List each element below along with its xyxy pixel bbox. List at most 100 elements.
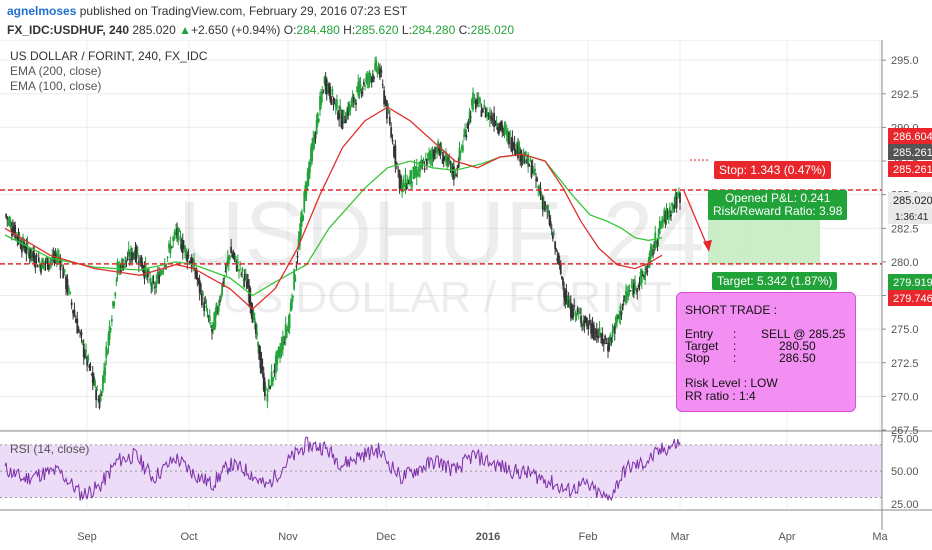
candle-body-572 bbox=[674, 193, 677, 206]
tag-last-price-text: 285.020 bbox=[893, 195, 932, 207]
short-trade-note[interactable]: SHORT TRADE : Entry: SELL @ 285.25 Target… bbox=[676, 292, 856, 412]
candle-body-244 bbox=[292, 296, 294, 298]
candle-body-551 bbox=[650, 245, 653, 251]
candle-body-388 bbox=[458, 147, 461, 159]
candle-body-475 bbox=[560, 276, 563, 279]
candle-body-356 bbox=[422, 159, 425, 164]
target-annotation[interactable]: Target: 5.342 (1.87%) bbox=[712, 272, 838, 290]
candle-body-198 bbox=[235, 264, 238, 272]
close-value: 285.020 bbox=[470, 23, 515, 37]
open-value: 284.480 bbox=[296, 23, 340, 37]
candle-body-401 bbox=[473, 96, 476, 99]
candle-body-411 bbox=[487, 114, 490, 117]
stop-annotation[interactable]: Stop: 1.343 (0.47%) bbox=[714, 161, 831, 179]
candle-body-361 bbox=[428, 152, 431, 161]
chart-canvas[interactable]: USDHUF, 240 US DOLLAR / FORINT 267.5 270.… bbox=[0, 40, 932, 550]
candle-body-221 bbox=[261, 366, 264, 370]
candle-body-278 bbox=[330, 96, 333, 105]
candle-body-309 bbox=[365, 77, 368, 82]
candle-body-357 bbox=[423, 168, 426, 170]
candle-body-480 bbox=[566, 301, 569, 304]
candle-body-10 bbox=[15, 233, 18, 235]
candle-body-458 bbox=[541, 196, 544, 210]
candle-body-116 bbox=[139, 257, 141, 264]
ema200-legend[interactable]: EMA (200, close) bbox=[10, 64, 102, 78]
candle-body-230 bbox=[273, 369, 276, 373]
candle-body-367 bbox=[434, 148, 437, 150]
candle-body-512 bbox=[607, 345, 609, 352]
candle-body-402 bbox=[474, 100, 477, 109]
watermark-symbol: USDHUF, 240 bbox=[178, 183, 756, 285]
candle-body-546 bbox=[645, 268, 648, 270]
candle-body-5 bbox=[9, 221, 12, 227]
candle-body-391 bbox=[461, 145, 464, 152]
candle-body-75 bbox=[92, 376, 95, 386]
candle-body-393 bbox=[464, 130, 467, 137]
candle-body-149 bbox=[180, 244, 183, 252]
candle-body-274 bbox=[325, 79, 328, 95]
candle-body-347 bbox=[412, 167, 415, 179]
ema-lines bbox=[4, 106, 663, 310]
x-tick-label-5: Feb bbox=[579, 531, 598, 543]
y-tick-label-3: 275.0 bbox=[891, 324, 919, 336]
candle-body-120 bbox=[143, 266, 146, 279]
candle-body-384 bbox=[454, 169, 456, 176]
candle-body-45 bbox=[54, 253, 57, 258]
candle-body-459 bbox=[542, 204, 545, 206]
candle-body-329 bbox=[390, 127, 393, 138]
candle-body-18 bbox=[24, 249, 27, 253]
candle-body-136 bbox=[163, 263, 166, 269]
candle-body-225 bbox=[266, 393, 269, 402]
candle-body-21 bbox=[27, 250, 30, 256]
target-row: Target:280.50 bbox=[685, 339, 816, 353]
x-tick-label-0: Sep bbox=[77, 531, 97, 543]
candle-body-447 bbox=[529, 159, 532, 162]
candle-body-215 bbox=[254, 323, 257, 334]
candle-body-400 bbox=[472, 92, 474, 110]
candle-body-567 bbox=[668, 207, 671, 215]
author-link[interactable]: agnelmoses bbox=[7, 4, 77, 18]
rsi-legend[interactable]: RSI (14, close) bbox=[10, 442, 90, 456]
candle-body-261 bbox=[311, 144, 314, 162]
ema100-legend[interactable]: EMA (100, close) bbox=[10, 79, 102, 93]
candle-body-297 bbox=[351, 95, 354, 102]
candle-body-62 bbox=[77, 328, 80, 332]
candle-body-531 bbox=[628, 289, 631, 293]
opened-pnl-text: Opened P&L: 0.241 bbox=[724, 191, 831, 205]
candle-body-363 bbox=[430, 153, 433, 158]
candle-body-82 bbox=[100, 394, 103, 396]
candle-body-489 bbox=[576, 308, 579, 312]
candle-body-369 bbox=[437, 141, 440, 153]
candle-body-530 bbox=[627, 291, 630, 297]
candle-body-90 bbox=[109, 328, 112, 331]
candle-body-535 bbox=[632, 283, 635, 295]
candle-body-74 bbox=[91, 372, 94, 383]
x-tick-label-6: Mar bbox=[671, 531, 690, 543]
candle-body-371 bbox=[439, 148, 442, 156]
candle-body-490 bbox=[577, 311, 580, 314]
candle-body-101 bbox=[122, 264, 125, 271]
candle-body-468 bbox=[553, 233, 555, 235]
candle-body-44 bbox=[53, 256, 56, 259]
candle-body-427 bbox=[506, 131, 509, 141]
candle-body-56 bbox=[69, 292, 72, 294]
candle-body-184 bbox=[220, 296, 222, 300]
candle-body-209 bbox=[248, 285, 251, 303]
candle-body-220 bbox=[260, 357, 263, 372]
candle-body-238 bbox=[284, 323, 287, 340]
up-arrow-icon: ▲ bbox=[179, 23, 191, 37]
candle-body-140 bbox=[169, 243, 172, 254]
candle-body-58 bbox=[72, 310, 74, 314]
candle-body-102 bbox=[123, 263, 126, 266]
price-tags: 286.604 285.261 285.261 285.020 1:36:41 … bbox=[888, 128, 932, 306]
rsi-tick-label-0: 25.00 bbox=[891, 499, 919, 511]
candle-body-172 bbox=[206, 314, 209, 316]
candle-body-476 bbox=[562, 278, 564, 286]
candle-body-559 bbox=[659, 221, 662, 224]
candle-body-334 bbox=[397, 170, 400, 172]
candle-body-63 bbox=[79, 331, 81, 333]
candle-body-253 bbox=[302, 215, 305, 221]
pnl-annotation[interactable]: Opened P&L: 0.241 Risk/Reward Ratio: 3.9… bbox=[708, 190, 848, 220]
candle-body-16 bbox=[22, 237, 24, 246]
candle-body-73 bbox=[90, 374, 93, 376]
